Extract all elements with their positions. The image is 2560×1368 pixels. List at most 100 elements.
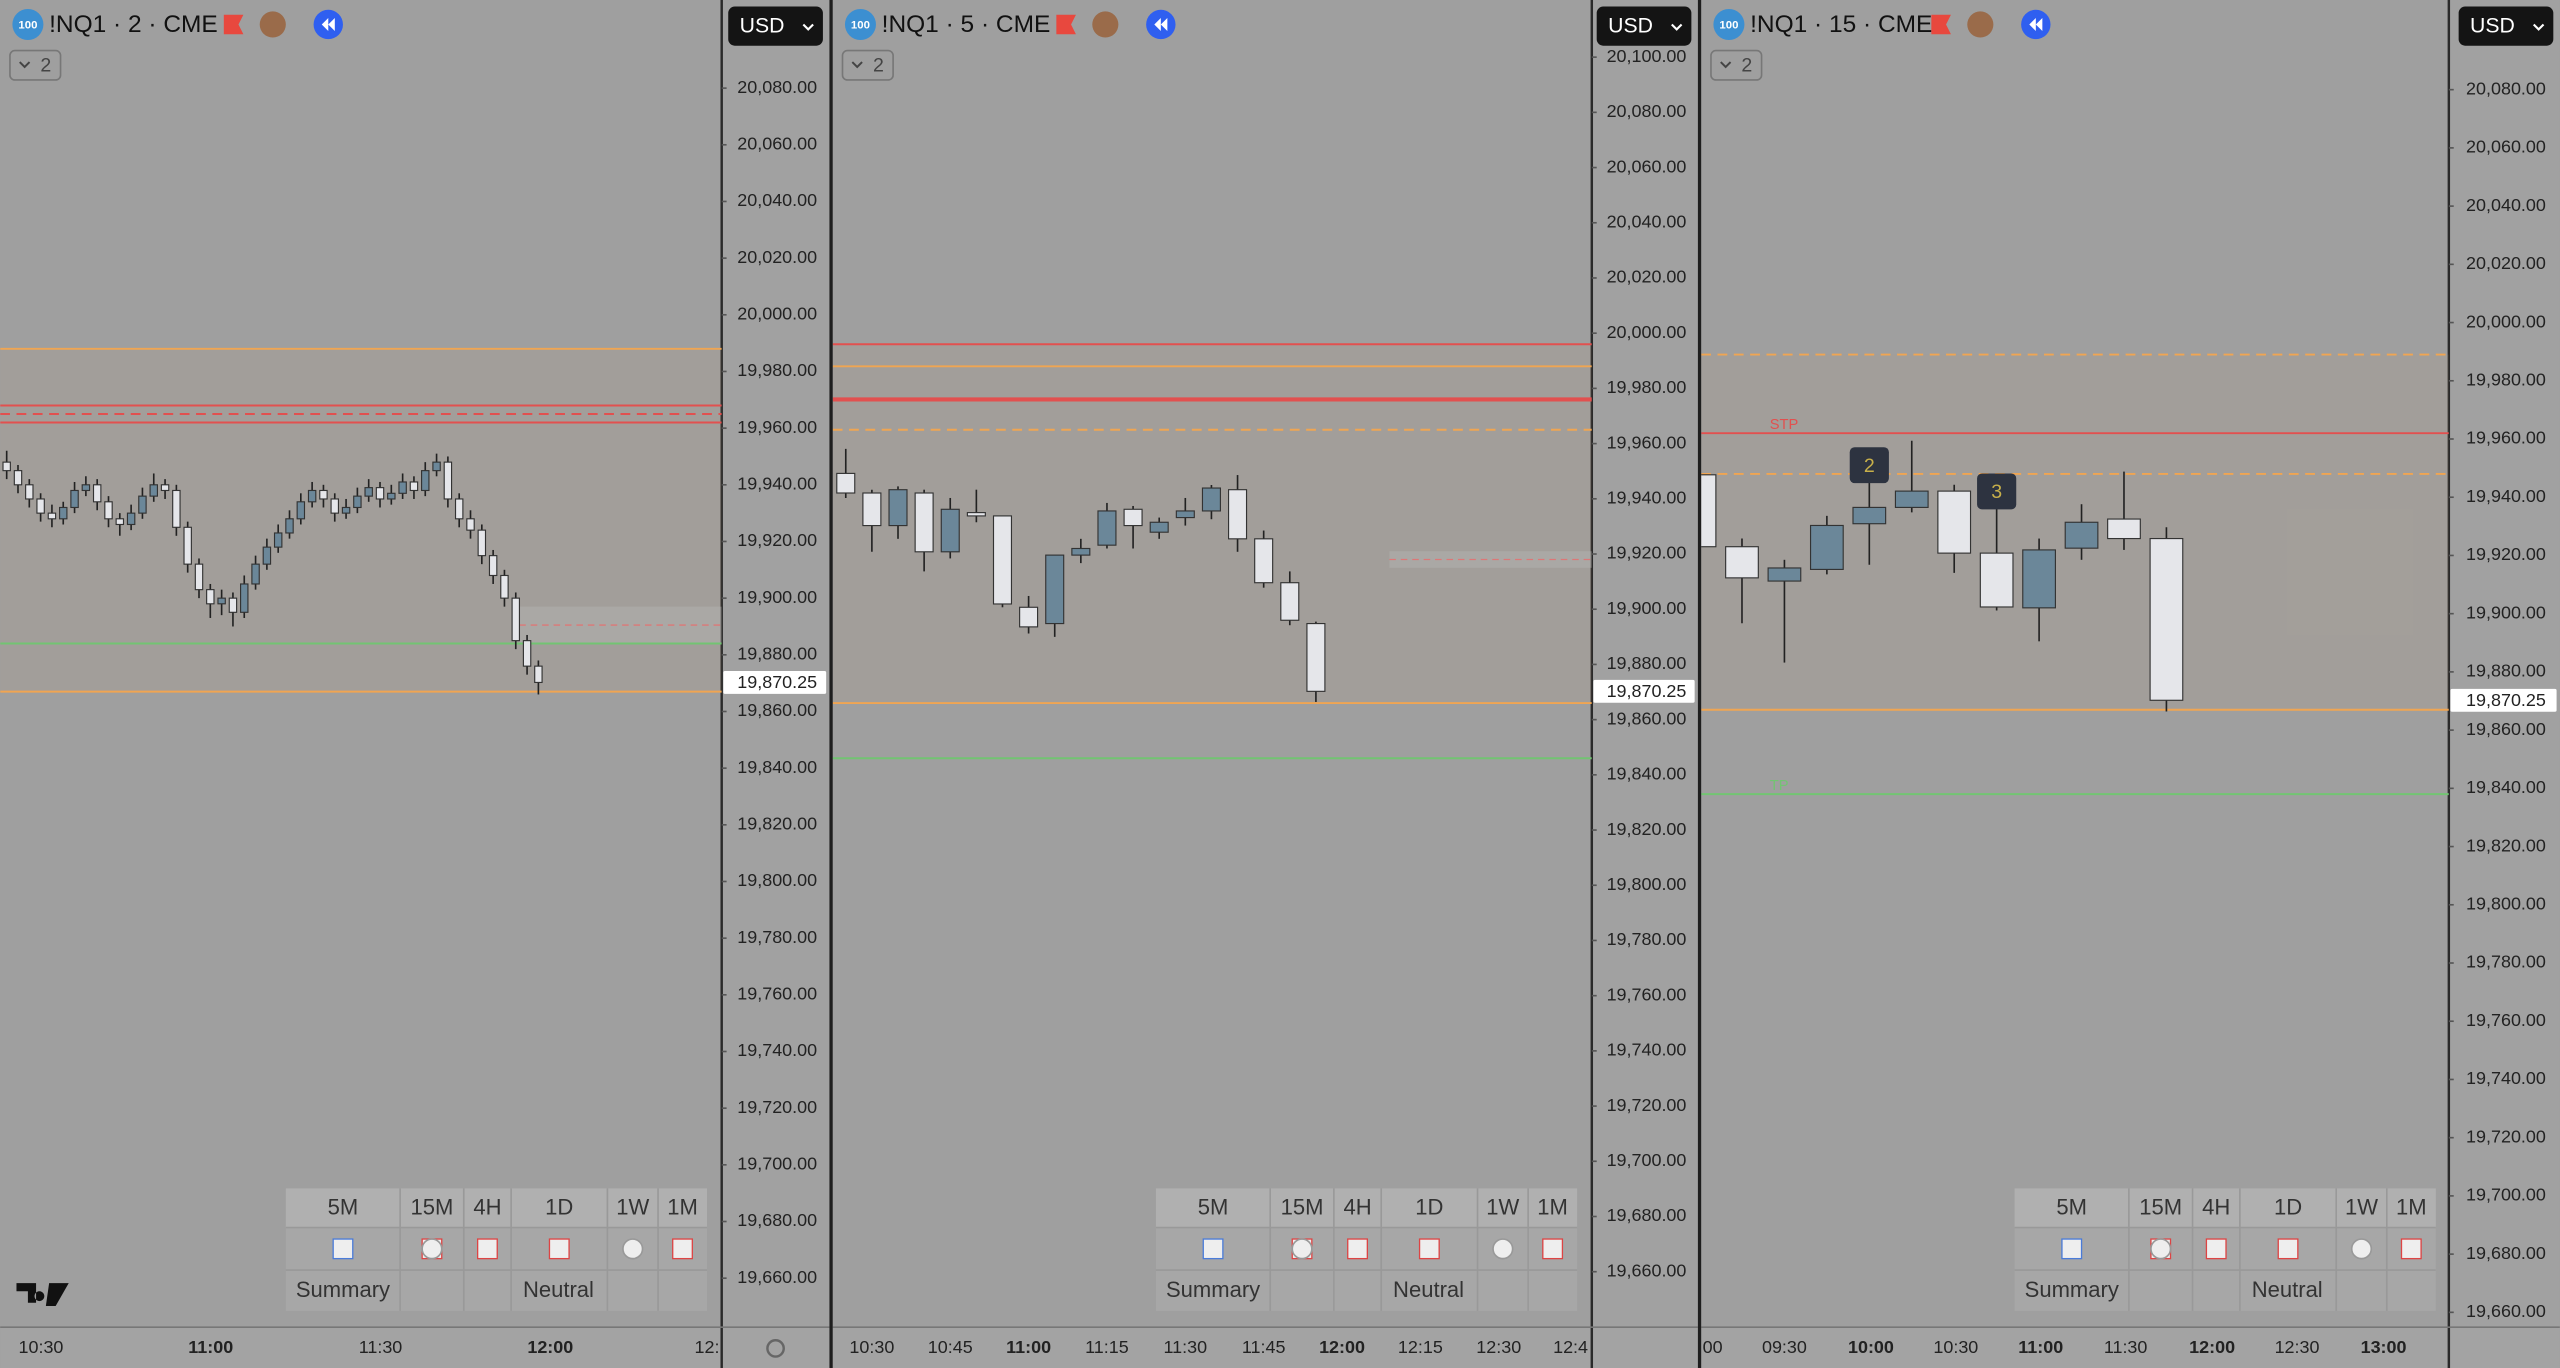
marker-label: 2 [1864,455,1875,477]
candle-body [81,484,91,492]
candle-body [409,481,419,492]
chevron [2532,23,2545,31]
flag-icon[interactable] [1056,14,1076,35]
currency-button[interactable] [2458,6,2554,46]
y-tick-label: 19,940.00 [2466,486,2546,506]
x-tick-label: 10:00 [1848,1337,1894,1357]
y-tick-label: 20,040.00 [737,190,817,210]
y-tick-label: 19,680.00 [2466,1243,2546,1263]
x-tick-label: 10:30 [849,1337,894,1357]
y-tick-label: 20,060.00 [2466,137,2546,157]
y-tick-label: 19,720.00 [737,1097,817,1117]
y-tick-label: 20,000.00 [1607,322,1687,342]
badge-text: 100 [851,19,870,31]
y-tick-label: 19,860.00 [2466,719,2546,739]
candle-body [432,461,441,472]
rating-label: Neutral [1393,1277,1464,1302]
y-tick-label: 19,860.00 [1607,708,1687,728]
y-tick-label: 19,760.00 [737,984,817,1004]
table-header: 1D [545,1195,573,1220]
candle-body [70,489,79,509]
currency-label[interactable]: USD [1608,15,1653,38]
table-header: 4H [473,1195,501,1220]
rating-icon [2061,1238,2083,1260]
header-exchange: CME [163,12,217,39]
x-tick-label: 11:45 [1242,1337,1286,1357]
candle-body [1045,554,1065,625]
candle-body [387,492,396,500]
y-tick-label: 19,880.00 [1607,653,1687,673]
chevron [1671,23,1683,31]
y-tick-label: 19,960.00 [737,417,817,437]
marker [1849,447,1889,484]
table-header: 15M [1281,1195,1324,1220]
rating-icon [548,1238,570,1260]
header-symbol: !NQ1 [882,12,939,39]
x-tick-label: 11:30 [1164,1337,1208,1357]
plot [0,347,722,695]
symbol-title: !NQ1 · 2 · CME [49,12,218,39]
emoji-icon[interactable] [1967,11,1994,38]
candle-body [1019,606,1039,628]
candle-body [1097,510,1117,546]
panel-separator [1697,0,1702,1368]
indicator-toggle[interactable] [841,49,894,81]
table-header: 1W [616,1195,649,1220]
candle-body [296,501,306,520]
rating-dot [1291,1238,1313,1260]
header-interval: 2 [128,12,142,39]
emoji-icon[interactable] [1092,11,1119,38]
y-tick-label: 19,960.00 [2466,428,2546,448]
x-tick-label: 11:15 [1085,1337,1129,1357]
rating-dot [622,1238,644,1260]
table-header-row [2014,1188,2436,1228]
y-tick-label: 19,660.00 [2466,1301,2546,1321]
symbol-badge [844,8,876,40]
y-tick-label: 19,940.00 [737,474,817,494]
candle-body [1701,474,1717,548]
x-tick-label: 12:00 [1319,1337,1365,1357]
y-tick-label: 19,720.00 [2466,1126,2546,1146]
candle-body [375,487,385,500]
rating-icon [672,1238,693,1260]
candle-body [1894,490,1929,508]
emoji-icon[interactable] [259,11,286,38]
indicator-count: 2 [40,54,51,76]
level-label: TP [1770,778,1789,794]
candle-body [454,498,464,520]
candle-body [1254,538,1274,584]
y-tick-label: 19,800.00 [1607,874,1687,894]
header-interval: 5 [961,12,975,39]
summary-label: Summary [296,1277,390,1302]
flag-icon[interactable] [223,14,244,35]
y-tick-label: 20,100.00 [1607,46,1687,66]
candle-body [206,589,215,605]
candle-body [2149,537,2184,701]
candle-body [228,597,238,613]
candle-body [914,492,934,553]
flag-icon[interactable] [1931,14,1951,35]
x-tick-label: 12:00 [527,1337,573,1357]
currency-button[interactable] [728,6,823,46]
y-tick-label: 20,000.00 [2466,311,2546,331]
table-header: 4H [1343,1195,1371,1220]
symbol-badge [12,8,44,40]
candle-body [1767,567,1802,582]
x-tick-label: 11:00 [2018,1337,2063,1357]
y-tick-label: 20,080.00 [737,77,817,97]
currency-button[interactable] [1596,6,1692,46]
settings-icon[interactable] [766,1339,785,1358]
currency-label[interactable]: USD [2470,15,2515,38]
currency-label[interactable]: USD [740,15,785,38]
indicator-toggle[interactable] [1710,49,1763,81]
candle-body [172,489,181,528]
y-tick-label: 20,040.00 [2466,195,2546,215]
y-tick-label: 19,960.00 [1607,432,1687,452]
indicator-toggle[interactable] [9,49,62,81]
chart-area [832,0,1592,1328]
candle-body [240,583,249,613]
y-tick-label: 19,700.00 [1607,1150,1687,1170]
header-exchange: CME [996,12,1050,39]
y-tick-label: 19,700.00 [2466,1185,2546,1205]
